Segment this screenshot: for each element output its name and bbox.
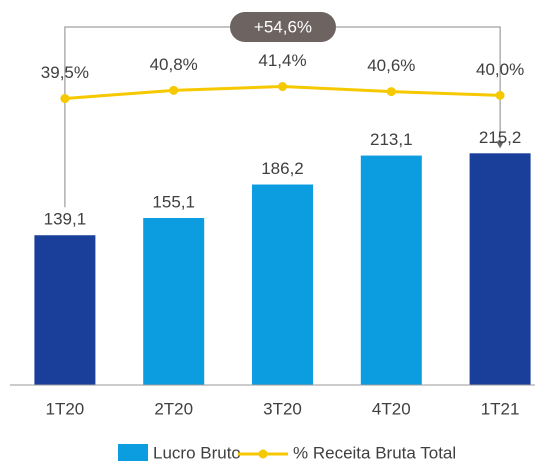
x-tick-label: 4T20 bbox=[372, 399, 411, 418]
bar bbox=[252, 184, 313, 385]
line-point bbox=[495, 90, 505, 100]
line-value-label: 40,0% bbox=[476, 60, 524, 79]
bar-value-label: 213,1 bbox=[370, 130, 413, 149]
legend-dot bbox=[258, 449, 268, 459]
line-point bbox=[386, 87, 396, 97]
bar bbox=[360, 155, 422, 385]
bar bbox=[34, 235, 96, 385]
growth-annotation: +54,6% bbox=[230, 12, 336, 42]
bar bbox=[469, 153, 531, 385]
x-tick-label: 2T20 bbox=[154, 399, 193, 418]
line-value-label: 39,5% bbox=[41, 63, 89, 82]
legend-label: % Receita Bruta Total bbox=[293, 443, 456, 461]
legend-swatch bbox=[118, 444, 148, 461]
bar-value-label: 155,1 bbox=[152, 192, 195, 211]
line-value-label: 40,6% bbox=[367, 56, 415, 75]
line-point bbox=[60, 94, 70, 104]
line-point bbox=[169, 85, 179, 95]
legend-label: Lucro Bruto bbox=[153, 443, 241, 461]
x-tick-label: 1T21 bbox=[481, 399, 520, 418]
annotation-bracket bbox=[64, 26, 501, 208]
annotation-text: +54,6% bbox=[254, 17, 312, 36]
bar-value-label: 215,2 bbox=[479, 128, 522, 147]
line-value-label: 40,8% bbox=[150, 55, 198, 74]
bar-value-label: 139,1 bbox=[44, 210, 87, 229]
x-tick-label: 3T20 bbox=[263, 399, 302, 418]
bar bbox=[143, 218, 205, 385]
bar-value-label: 186,2 bbox=[261, 159, 304, 178]
annotation-pill bbox=[230, 12, 336, 42]
annotation-arrow bbox=[496, 141, 505, 149]
line-value-label: 41,4% bbox=[258, 51, 306, 70]
line-point bbox=[278, 82, 287, 92]
x-tick-label: 1T20 bbox=[46, 399, 85, 418]
